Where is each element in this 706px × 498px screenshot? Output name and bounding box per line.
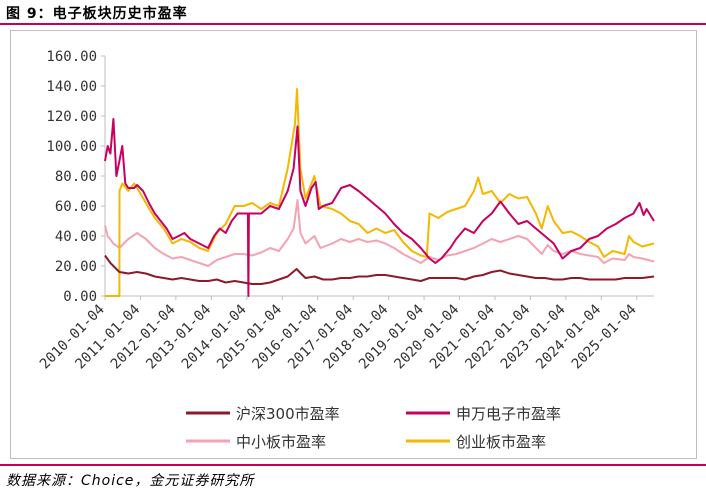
pe-history-line-chart: 0.00 20.00 40.00 60.00 80.00 100.00 120.00 140.… [37, 49, 655, 451]
y-tick-label: 80.00 [55, 169, 97, 185]
x-axis: 2010-01-042011-01-042012-01-042013-01-04… [37, 295, 654, 372]
y-axis: 0.00 20.00 40.00 60.00 80.00 100.00 120.00 140.… [46, 49, 106, 305]
series-line-1 [104, 118, 655, 297]
series-layer [104, 88, 655, 297]
series-line-3 [105, 88, 655, 297]
legend-label-2: 中小板市盈率 [236, 433, 326, 451]
figure-title: 图 9：电子板块历史市盈率 [6, 6, 188, 22]
legend-label-0: 沪深300市盈率 [236, 405, 340, 423]
title-rule [0, 23, 706, 25]
source-rule [0, 464, 706, 466]
y-tick-label: 100.00 [46, 139, 97, 155]
y-tick-label: 20.00 [55, 259, 97, 275]
chart-frame: 0.00 20.00 40.00 60.00 80.00 100.00 120.00 140.… [10, 30, 697, 459]
y-tick-label: 40.00 [55, 229, 97, 245]
y-tick-label: 0.00 [63, 289, 97, 305]
source-note: 数据来源：Choice，金元证券研究所 [6, 473, 255, 489]
y-tick-label: 120.00 [46, 109, 97, 125]
y-tick-label: 140.00 [46, 79, 97, 95]
series-line-0 [104, 254, 655, 285]
legend-label-3: 创业板市盈率 [456, 433, 546, 451]
y-tick-label: 60.00 [55, 199, 97, 215]
y-tick-label: 160.00 [46, 49, 97, 65]
series-line-2 [104, 199, 655, 267]
legend-label-1: 申万电子市盈率 [456, 405, 561, 423]
